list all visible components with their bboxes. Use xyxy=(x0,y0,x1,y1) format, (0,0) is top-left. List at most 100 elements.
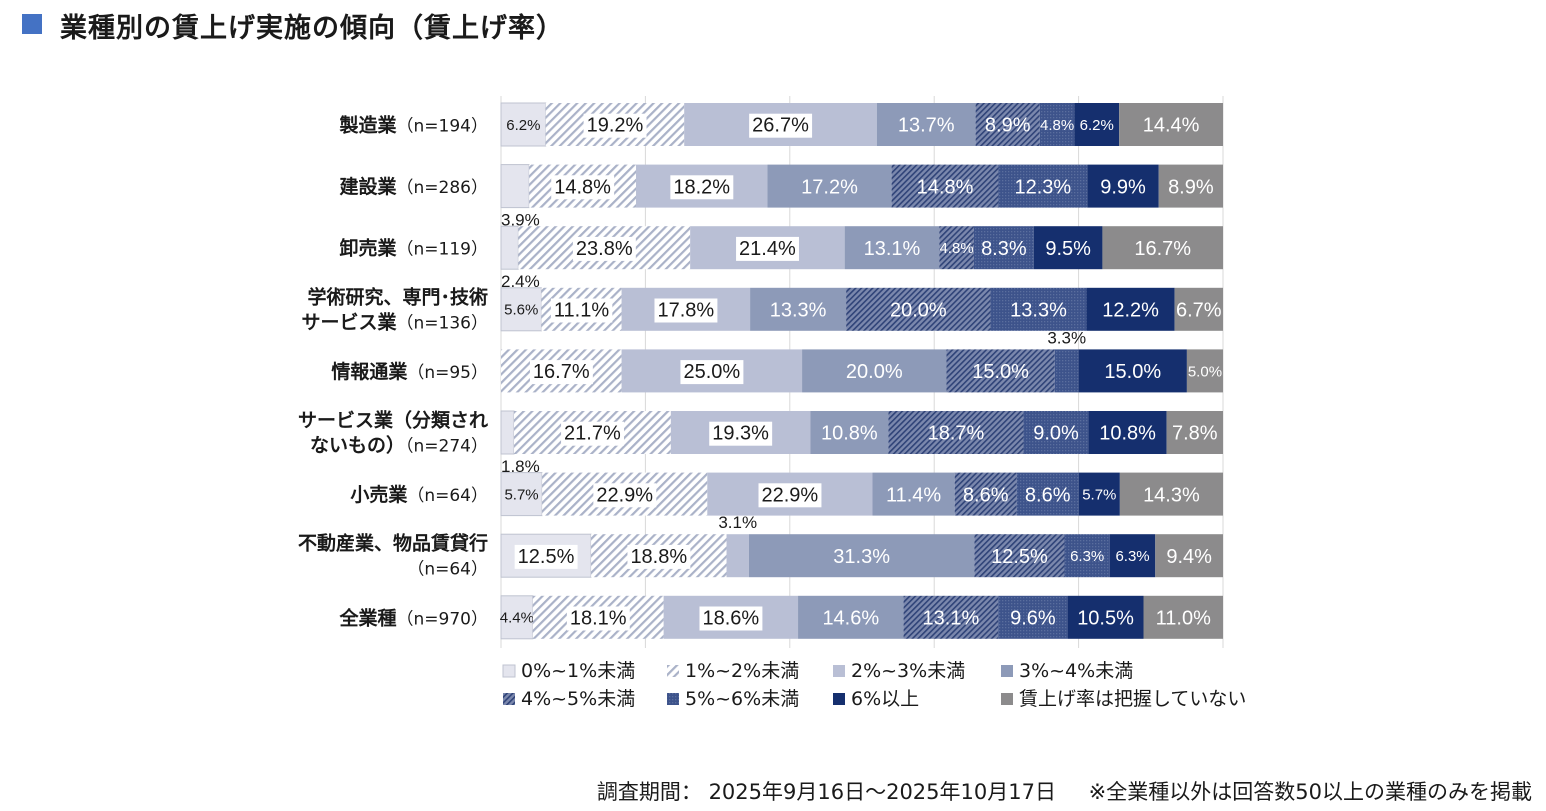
data-label: 14.6% xyxy=(822,608,879,630)
data-label-background xyxy=(758,483,822,508)
bar-segment xyxy=(998,595,1068,639)
data-label: 4.8% xyxy=(1040,117,1074,134)
data-label-background xyxy=(566,606,630,631)
data-label: 3.9% xyxy=(501,211,540,230)
data-label: 9.4% xyxy=(1166,546,1212,568)
page-title: 業種別の賃上げ実施の傾向（賃上げ率） xyxy=(60,13,564,44)
data-label: 12.2% xyxy=(1102,300,1159,322)
data-label-background xyxy=(736,236,799,261)
bar-segment xyxy=(1186,349,1223,393)
footnote-note: ※全業種以外は回答数50以上の業種のみを掲載 xyxy=(1088,780,1532,804)
bar-segment xyxy=(1088,411,1167,454)
legend-swatch xyxy=(833,665,845,677)
category-label: 学術研究、専門･技術 xyxy=(307,285,488,308)
data-label: 2.4% xyxy=(501,272,540,291)
bar-segment xyxy=(1143,595,1223,639)
survey-period-label: 調査期間： xyxy=(596,780,702,804)
data-label: 6.2% xyxy=(506,117,540,134)
bar-segment xyxy=(750,287,847,331)
data-label-background xyxy=(749,113,813,138)
bar-segment xyxy=(903,595,999,639)
legend-swatch xyxy=(667,693,679,705)
data-label: 5.6% xyxy=(504,302,538,319)
bar-segment xyxy=(998,164,1088,208)
data-label: 1.8% xyxy=(501,457,540,476)
bar-segment xyxy=(974,534,1065,578)
data-label: 15.0% xyxy=(972,361,1029,383)
legend-swatch xyxy=(667,665,679,677)
bar-segment xyxy=(1039,103,1075,146)
bar-segment xyxy=(973,226,1034,270)
data-label-background xyxy=(699,606,763,631)
data-label: 6.3% xyxy=(1070,548,1104,565)
category-label: 不動産業、物品賃貸行 xyxy=(298,532,488,555)
data-label-background xyxy=(670,175,734,200)
bar-segment xyxy=(1109,534,1156,578)
data-label: 10.5% xyxy=(1077,608,1134,630)
data-label: 19.3% xyxy=(712,423,769,445)
category-label: ないもの）（n=274） xyxy=(310,434,488,457)
legend-label: 2%~3%未満 xyxy=(851,660,965,682)
bar-segment xyxy=(1155,534,1223,578)
bar-segment xyxy=(946,349,1055,393)
legend-swatch xyxy=(503,693,515,705)
data-label: 21.7% xyxy=(564,423,621,445)
data-label: 9.9% xyxy=(1100,176,1146,198)
bar-segment xyxy=(939,226,974,270)
data-label: 6.7% xyxy=(1176,300,1222,322)
data-label: 10.8% xyxy=(821,423,878,445)
data-label: 14.8% xyxy=(554,176,611,198)
bar-segment xyxy=(1078,472,1120,516)
category-label: 小売業（n=64） xyxy=(350,483,488,506)
legend-swatch xyxy=(1001,665,1013,677)
data-label: 4.4% xyxy=(500,610,534,627)
bar-segment xyxy=(1054,349,1079,393)
bar-segment xyxy=(1158,164,1223,208)
data-label: 8.9% xyxy=(1168,176,1214,198)
data-label: 8.6% xyxy=(963,484,1009,506)
bar-segment xyxy=(500,410,515,455)
legend-label: 0%~1%未満 xyxy=(521,660,635,682)
data-label: 12.5% xyxy=(518,546,575,568)
bar-segment xyxy=(1119,472,1223,516)
data-label: 8.6% xyxy=(1025,484,1071,506)
bar-segment xyxy=(846,287,991,331)
title-marker xyxy=(22,14,42,34)
bar-segment xyxy=(500,164,530,209)
bar-segment xyxy=(1087,164,1159,208)
data-label: 22.9% xyxy=(762,484,819,506)
data-label-background xyxy=(550,298,613,323)
data-label: 16.7% xyxy=(533,361,590,383)
data-label: 31.3% xyxy=(833,546,890,568)
data-label: 6.2% xyxy=(1080,117,1114,134)
data-label-background xyxy=(572,236,636,261)
bar-segment xyxy=(954,472,1017,516)
category-label: 製造業（n=194） xyxy=(339,114,488,137)
bar-segment xyxy=(1166,411,1223,454)
bar-segment xyxy=(748,534,975,578)
data-label: 5.7% xyxy=(504,487,538,504)
data-label: 5.7% xyxy=(1082,487,1116,504)
data-label: 3.1% xyxy=(718,513,757,532)
legend-swatch xyxy=(833,693,845,705)
data-label: 18.7% xyxy=(928,423,985,445)
data-label: 14.4% xyxy=(1143,115,1200,137)
data-label: 14.3% xyxy=(1143,484,1200,506)
data-label: 17.8% xyxy=(657,300,714,322)
data-label-background xyxy=(583,113,647,138)
legend-swatch xyxy=(1001,693,1013,705)
data-label: 18.6% xyxy=(702,608,759,630)
category-label: 情報通業（n=95） xyxy=(331,360,488,383)
data-label: 13.7% xyxy=(898,115,955,137)
data-label: 19.2% xyxy=(587,115,644,137)
data-label: 13.3% xyxy=(770,300,827,322)
category-label: サービス業（分類され xyxy=(298,409,488,432)
bar-segment xyxy=(500,472,543,517)
data-label: 20.0% xyxy=(846,361,903,383)
bar-segment xyxy=(798,595,904,639)
bar-segment xyxy=(802,349,947,393)
data-label: 13.1% xyxy=(923,608,980,630)
category-label: サービス業（n=136） xyxy=(302,310,488,333)
data-label: 12.3% xyxy=(1015,176,1072,198)
bar-segment xyxy=(975,103,1040,146)
